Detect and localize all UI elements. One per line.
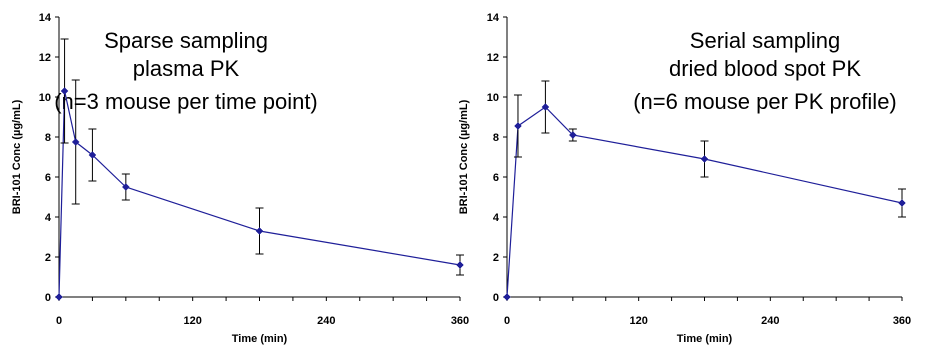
data-point — [88, 151, 97, 159]
x-tick-label: 120 — [629, 315, 647, 327]
y-tick-label: 14 — [487, 12, 500, 24]
annotation-line-3: (n=6 mouse per PK profile) — [633, 89, 897, 114]
data-point — [60, 87, 69, 95]
chart-panel-1: 0 2 4 6 8 10 12 14 0 120 240 360 Time (min) BRI-101 C… — [11, 12, 469, 345]
x-axis-title: Time (min) — [232, 333, 288, 345]
y-tick-label: 6 — [45, 172, 51, 184]
series-line — [58, 90, 461, 298]
data-point — [503, 293, 511, 301]
data-point — [121, 183, 130, 191]
data-point — [456, 261, 464, 269]
x-tick-label: 240 — [761, 315, 779, 327]
data-point — [71, 138, 80, 146]
annotation-line-1: Serial sampling — [690, 28, 840, 53]
data-point — [898, 199, 906, 207]
y-tick-label: 10 — [487, 92, 499, 104]
x-axis-title: Time (min) — [677, 333, 733, 345]
y-tick-label: 0 — [493, 292, 499, 304]
y-tick-label: 4 — [493, 212, 500, 224]
y-tick-label: 12 — [487, 52, 499, 64]
x-tick-label: 240 — [317, 315, 335, 327]
annotation-line-1: Sparse sampling — [104, 28, 268, 53]
data-point — [541, 103, 550, 111]
x-tick-label: 0 — [56, 315, 62, 327]
annotation-line-2: dried blood spot PK — [669, 56, 861, 81]
y-axis-title: BRI-101 Conc (µg/mL) — [11, 99, 23, 214]
annotation-line-3: (n=3 mouse per time point) — [54, 89, 318, 114]
x-tick-label: 360 — [893, 315, 911, 327]
data-point — [700, 155, 709, 163]
y-tick-label: 10 — [39, 92, 51, 104]
series-line — [506, 106, 903, 298]
annotation-line-2: plasma PK — [133, 56, 240, 81]
data-point — [514, 122, 522, 130]
y-tick-label: 8 — [493, 132, 499, 144]
y-tick-label: 12 — [39, 52, 51, 64]
y-tick-label: 6 — [493, 172, 499, 184]
chart-panel-2: 0 2 4 6 8 10 12 14 0 120 240 360 Time (min) BRI-101 C… — [458, 12, 911, 345]
x-tick-label: 0 — [504, 315, 510, 327]
x-tick-label: 120 — [183, 315, 201, 327]
y-tick-label: 2 — [493, 252, 499, 264]
y-tick-label: 2 — [45, 252, 51, 264]
data-point — [255, 227, 264, 235]
x-tick-label: 360 — [451, 315, 469, 327]
y-tick-label: 4 — [45, 212, 52, 224]
y-tick-label: 8 — [45, 132, 51, 144]
y-tick-label: 14 — [39, 12, 52, 24]
data-point — [568, 131, 577, 139]
y-axis-title: BRI-101 Conc (µg/mL) — [458, 99, 470, 214]
y-tick-label: 0 — [45, 292, 51, 304]
data-point — [55, 293, 63, 301]
